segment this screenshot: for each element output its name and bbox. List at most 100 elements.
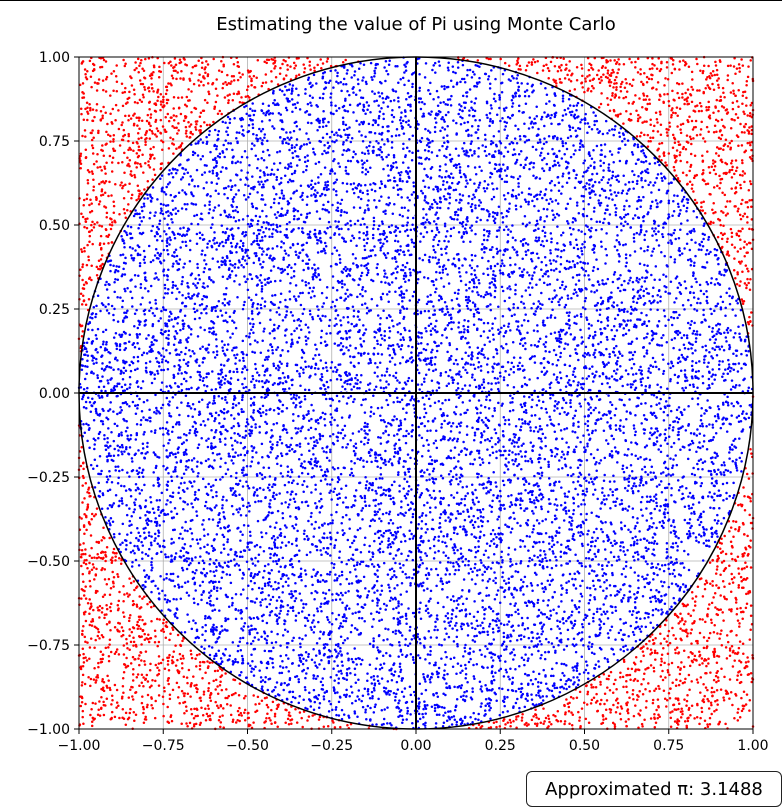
point-inside [102,330,105,334]
point-inside [379,414,382,417]
point-inside [369,519,373,523]
point-outside [634,60,637,64]
point-inside [110,304,114,308]
point-inside [509,565,512,568]
point-inside [271,235,274,239]
point-outside [749,59,752,62]
point-inside [190,502,193,505]
point-outside [726,212,729,215]
point-inside [138,253,142,257]
point-inside [321,446,324,450]
point-inside [250,187,253,190]
point-outside [146,179,150,183]
point-inside [421,562,424,565]
point-inside [234,193,238,196]
point-outside [189,652,193,656]
point-inside [541,496,545,499]
point-inside [276,210,280,214]
point-inside [541,695,545,698]
point-inside [444,627,447,630]
point-inside [208,653,212,657]
point-inside [329,366,333,369]
point-inside [382,662,386,665]
point-inside [624,183,627,186]
point-inside [506,696,509,699]
point-outside [131,599,135,603]
point-inside [191,425,195,428]
point-inside [497,515,501,518]
point-inside [346,89,349,93]
point-inside [342,140,345,144]
point-inside [500,345,503,348]
point-inside [170,318,173,321]
point-inside [461,264,464,267]
point-inside [531,286,534,289]
point-inside [691,352,694,355]
point-inside [650,541,653,545]
point-inside [698,441,701,444]
point-inside [456,662,460,665]
point-inside [677,236,681,240]
point-inside [259,660,263,664]
point-inside [385,276,389,279]
point-inside [335,289,339,292]
point-inside [476,517,480,520]
point-inside [122,366,126,370]
point-outside [85,659,89,662]
point-inside [205,384,209,388]
point-outside [706,182,710,186]
point-inside [445,181,449,184]
point-inside [345,678,349,681]
point-inside [654,493,658,496]
point-inside [228,315,232,319]
point-outside [675,678,678,682]
point-inside [433,535,437,539]
point-inside [147,289,150,293]
point-inside [636,550,639,554]
point-inside [218,452,221,456]
point-inside [302,532,306,535]
point-inside [440,253,443,257]
point-inside [691,343,694,346]
point-inside [235,471,238,475]
point-inside [344,591,347,594]
point-inside [523,663,526,667]
point-outside [738,715,742,719]
point-outside [698,617,702,621]
point-inside [545,370,549,373]
point-inside [199,461,203,464]
point-outside [81,263,85,266]
point-inside [408,642,412,645]
point-inside [382,101,385,104]
point-outside [186,681,189,685]
point-outside [746,141,749,145]
point-inside [227,560,230,564]
point-inside [659,450,663,454]
point-outside [690,680,693,683]
point-inside [611,280,615,284]
point-inside [409,109,413,112]
point-inside [401,76,405,80]
point-inside [199,546,202,550]
point-inside [471,720,474,724]
point-inside [461,719,464,723]
point-inside [307,236,310,239]
point-inside [182,226,185,229]
point-inside [379,241,382,244]
point-outside [571,713,575,717]
point-inside [667,241,670,245]
point-inside [172,262,175,265]
point-inside [503,169,507,172]
point-inside [451,421,455,425]
point-inside [584,616,588,620]
point-inside [515,328,519,331]
point-outside [695,716,699,719]
point-inside [238,283,241,286]
point-inside [517,185,520,188]
point-inside [370,460,373,464]
point-inside [216,315,220,318]
point-inside [332,686,336,689]
point-inside [162,296,166,299]
point-outside [142,595,146,598]
point-inside [270,610,274,613]
